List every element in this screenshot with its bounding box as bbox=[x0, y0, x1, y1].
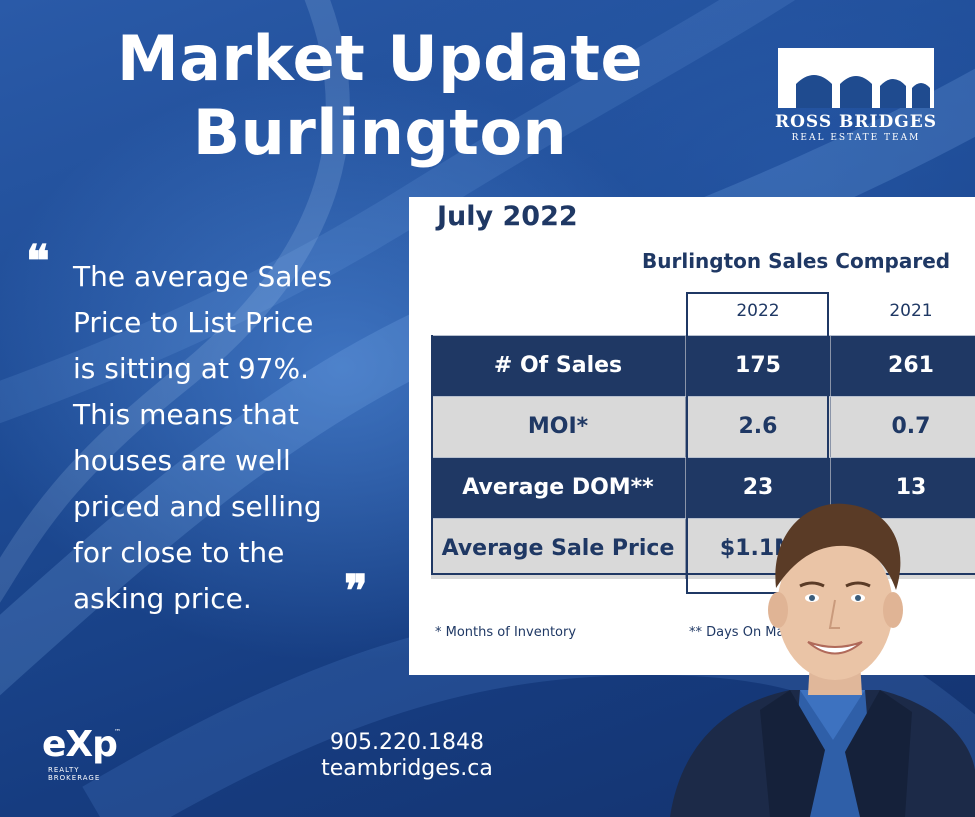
phone-number[interactable]: 905.220.1848 bbox=[330, 730, 484, 755]
brand-name: ROSS BRIDGES bbox=[775, 112, 937, 132]
value-2021: 261 bbox=[888, 353, 934, 378]
title-line-1: Market Update bbox=[116, 22, 644, 95]
value-2022: 2.6 bbox=[686, 397, 831, 457]
row-label: # Of Sales bbox=[431, 336, 686, 396]
quote-line: for close to the bbox=[73, 536, 285, 569]
quote-close-icon: ❞ bbox=[344, 566, 368, 617]
row-label: Average Sale Price bbox=[431, 519, 686, 579]
panel-month: July 2022 bbox=[437, 201, 578, 232]
value-2022: 23 bbox=[686, 458, 831, 518]
exp-trademark: ™ bbox=[114, 728, 121, 736]
row-label: Average DOM** bbox=[431, 458, 686, 518]
quote-line: This means that bbox=[73, 398, 299, 431]
footnote-moi: * Months of Inventory bbox=[435, 625, 577, 640]
bridge-logo-icon bbox=[778, 48, 934, 108]
panel-subtitle: Burlington Sales Compared bbox=[642, 249, 951, 273]
value-2021: 0.7 bbox=[891, 414, 931, 439]
exp-sub-realty: REALTY bbox=[48, 766, 80, 774]
quote-line: priced and selling bbox=[73, 490, 322, 523]
exp-logo-icon: eXp bbox=[42, 724, 118, 765]
quote-line: houses are well bbox=[73, 444, 291, 477]
website-link[interactable]: teambridges.ca bbox=[321, 756, 493, 781]
quote-line: The average Sales bbox=[73, 260, 333, 293]
quote-line: is sitting at 97%. bbox=[73, 352, 309, 385]
title-line-2: Burlington bbox=[192, 96, 568, 169]
quote-line: asking price. bbox=[73, 582, 252, 615]
quote-text: The average Sales Price to List Price is… bbox=[73, 254, 373, 622]
column-header-2021: 2021 bbox=[889, 301, 933, 321]
agent-portrait bbox=[670, 503, 975, 817]
table-row: # Of Sales 175 261 bbox=[431, 335, 975, 396]
exp-sub-brokerage: BROKERAGE bbox=[48, 774, 101, 782]
quote-line: Price to List Price bbox=[73, 306, 314, 339]
table-row: Average DOM** 23 13 bbox=[431, 457, 975, 518]
value-2022: 175 bbox=[686, 336, 831, 396]
quote-open-icon: ❝ bbox=[26, 236, 50, 287]
row-label: MOI* bbox=[431, 397, 686, 457]
table-row: MOI* 2.6 0.7 bbox=[431, 396, 975, 457]
column-header-2022: 2022 bbox=[736, 301, 780, 321]
brand-tagline: REAL ESTATE TEAM bbox=[791, 133, 921, 143]
value-2021: 13 bbox=[895, 475, 927, 500]
